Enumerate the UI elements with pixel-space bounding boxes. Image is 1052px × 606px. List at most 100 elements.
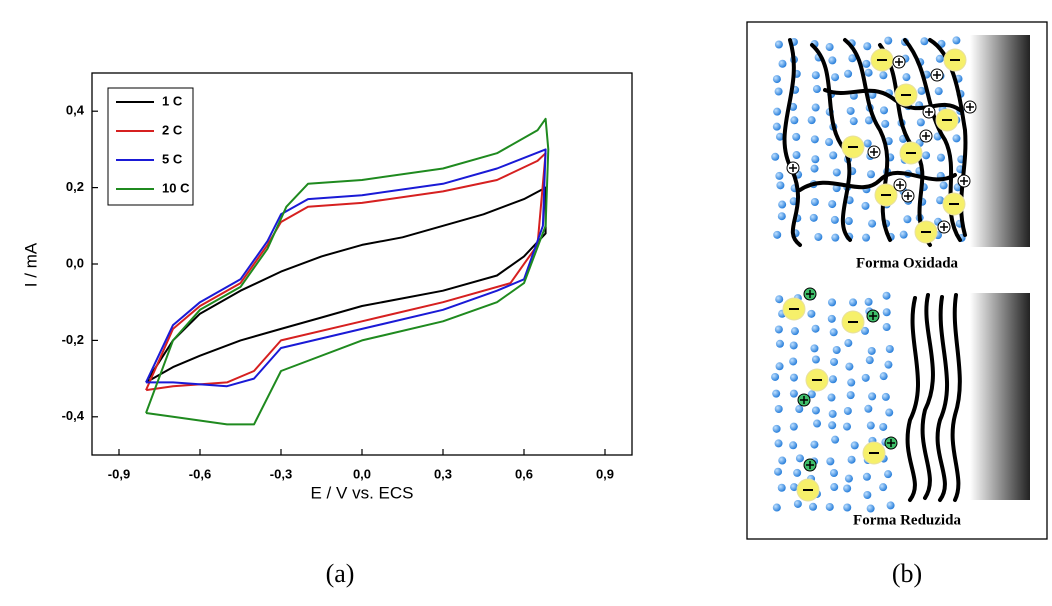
electrolyte-dot — [831, 435, 840, 444]
electrolyte-dot — [811, 355, 820, 364]
electrolyte-dot — [843, 503, 852, 512]
polymer-chain — [920, 293, 935, 500]
electrolyte-dot — [789, 441, 798, 450]
electrolyte-dot — [882, 308, 891, 317]
x-tick-label: 0,0 — [353, 466, 371, 481]
electrolyte-dot — [771, 152, 780, 161]
electrolyte-dot — [774, 467, 783, 476]
electrolyte-dot — [863, 139, 872, 148]
electrolyte-dot — [827, 314, 836, 323]
electrolyte-dot — [772, 389, 781, 398]
electrolyte-dot — [774, 87, 783, 96]
electrolyte-dot — [772, 503, 781, 512]
electrolyte-dot — [790, 116, 799, 125]
electrolyte-dot — [865, 356, 874, 365]
electrolyte-dot — [868, 392, 877, 401]
electrolyte-dot — [825, 138, 834, 147]
electrolyte-dot — [809, 502, 818, 511]
electrolyte-dot — [864, 116, 873, 125]
diagram-label: Forma Oxidada — [856, 255, 959, 271]
ions — [782, 48, 977, 502]
electrolyte-dot — [825, 43, 834, 52]
y-tick-label: -0,2 — [62, 332, 84, 347]
polymer-chain — [823, 88, 962, 112]
electrolyte-dot — [936, 196, 945, 205]
electrolyte-dot — [812, 85, 821, 94]
electrolyte-dot — [773, 230, 782, 239]
electrolyte-dot — [775, 339, 784, 348]
legend-label: 2 C — [162, 122, 183, 137]
electrolyte-dot — [832, 345, 841, 354]
electrolyte-dot — [774, 439, 783, 448]
electrolyte-dot — [861, 201, 870, 210]
electrolyte-dot — [793, 468, 802, 477]
electrolyte-dot — [773, 107, 782, 116]
electrolyte-dot — [829, 468, 838, 477]
electrolyte-dot — [844, 474, 853, 483]
electrolyte-dot — [828, 56, 837, 65]
electrolyte-dot — [789, 373, 798, 382]
electrolyte-dot — [934, 87, 943, 96]
electrolyte-dot — [936, 153, 945, 162]
electrolyte-dot — [846, 391, 855, 400]
diagram-label: Forma Reduzida — [853, 512, 961, 528]
electrolyte-dot — [828, 200, 837, 209]
electrolyte-dot — [778, 200, 787, 209]
electrolyte-dot — [807, 309, 816, 318]
y-axis-label: I / mA — [21, 242, 40, 287]
electrolyte-dot — [866, 504, 875, 513]
electrolyte-dot — [861, 373, 870, 382]
electrolyte-dot — [879, 483, 888, 492]
legend-box — [107, 87, 194, 206]
electrolyte-dot — [813, 419, 822, 428]
electrolyte-dot — [879, 372, 888, 381]
electrolyte-dot — [922, 151, 931, 160]
electrolyte-dot — [776, 181, 785, 190]
electrolyte-dot — [864, 68, 873, 77]
polymer-chain — [843, 38, 892, 242]
electrolyte-dot — [866, 421, 875, 430]
electrolyte-dot — [831, 233, 840, 242]
electrolyte-dot — [778, 456, 787, 465]
electrolyte-dot — [879, 422, 888, 431]
electrolyte-dot — [772, 424, 781, 433]
legend-label: 5 C — [162, 151, 183, 166]
panel-label: (a) — [326, 559, 355, 588]
electrolyte-dot — [863, 490, 872, 499]
electrolyte-dot — [843, 422, 852, 431]
electrolyte-dot — [844, 217, 853, 226]
electrolyte-dot — [829, 328, 838, 337]
electrolyte-dot — [810, 164, 819, 173]
electrolyte-dot — [899, 230, 908, 239]
electrolyte-dot — [810, 344, 819, 353]
electrolyte-dot — [814, 232, 823, 241]
electrolyte-dot — [880, 106, 889, 115]
electrolyte-dot — [845, 362, 854, 371]
electrolyte-dot — [881, 119, 890, 128]
electrolyte-dot — [777, 483, 786, 492]
electrolyte-dot — [879, 71, 888, 80]
electrolyte-dot — [795, 405, 804, 414]
electrolyte-dot — [917, 86, 926, 95]
electrolyte-dot — [843, 484, 852, 493]
y-tick-label: 0,0 — [66, 255, 84, 270]
electrolyte-dot — [882, 291, 891, 300]
electrolyte-dot — [864, 297, 873, 306]
electrolyte-dot — [807, 116, 816, 125]
electrolyte-dot — [849, 298, 858, 307]
panel-label: (b) — [892, 559, 922, 588]
electrolyte-dot — [882, 323, 891, 332]
electrolyte-dot — [843, 406, 852, 415]
electrolyte-dot — [952, 36, 961, 45]
electrolyte-dot — [789, 357, 798, 366]
electrolyte-dot — [867, 170, 876, 179]
electrode — [970, 35, 1030, 247]
electrolyte-dot — [885, 345, 894, 354]
electrolyte-dot — [952, 134, 961, 143]
electrolyte-dot — [863, 42, 872, 51]
electrolyte-dot — [772, 75, 781, 84]
electrolyte-dot — [807, 390, 816, 399]
electrolyte-dot — [939, 181, 948, 190]
electrolyte-dot — [846, 106, 855, 115]
